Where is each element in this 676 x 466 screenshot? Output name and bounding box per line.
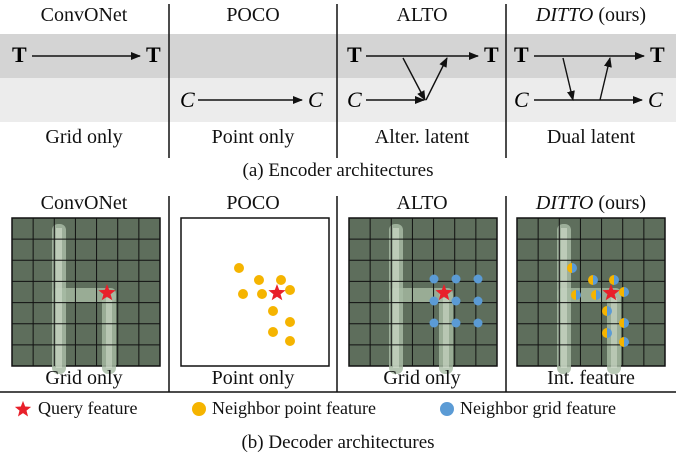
legend-point: Neighbor point feature	[192, 398, 376, 419]
encoder-header-convonet: ConvONet	[40, 4, 128, 26]
encoder-alto-t-left: T	[347, 42, 362, 67]
decoder-footer-poco: Point only	[211, 367, 295, 389]
interpolated-feature-dot	[602, 328, 607, 338]
decoder-footer-ditto: Int. feature	[547, 367, 635, 389]
decoder-caption: (b) Decoder architectures	[241, 432, 435, 453]
star-icon	[14, 400, 32, 416]
neighbor-point	[285, 336, 295, 346]
interpolated-feature-dot	[607, 328, 612, 338]
neighbor-point	[257, 289, 267, 299]
decoder-panel-poco	[180, 217, 330, 367]
query-star-icon	[435, 284, 453, 301]
neighbor-point	[234, 263, 244, 273]
neighbor-point	[285, 285, 295, 295]
interpolated-feature-dot	[614, 275, 619, 285]
ditto-interpolated-features	[567, 263, 629, 347]
encoder-alto-c-left: C	[347, 87, 362, 112]
encoder-footer-convonet: Grid only	[45, 126, 123, 148]
alto-neighbor-grid	[429, 274, 483, 328]
interpolated-feature-dot	[607, 306, 612, 316]
encoder-convonet-t-left: T	[12, 42, 27, 67]
neighbor-point	[268, 306, 278, 316]
decoder-header-ditto: DITTO (ours)	[535, 192, 647, 214]
encoder-ditto-arrow-up	[599, 57, 612, 101]
decoder-header-alto: ALTO	[396, 192, 448, 214]
interpolated-feature-dot	[593, 275, 598, 285]
encoder-alto-arrow-down	[402, 57, 426, 101]
encoder-alto-arrow-up	[425, 57, 448, 101]
interpolated-feature-dot	[571, 290, 576, 300]
encoder-ditto-c-left: C	[514, 87, 529, 112]
neighbor-point	[254, 275, 264, 285]
interpolated-feature-dot	[576, 290, 581, 300]
interpolated-feature-dot	[591, 290, 596, 300]
interpolated-feature-dot	[624, 318, 629, 328]
encoder-ditto-t-right: T	[650, 42, 665, 67]
encoder-convonet-t-right: T	[146, 42, 161, 67]
interpolated-feature-dot	[588, 275, 593, 285]
neighbor-point	[285, 317, 295, 327]
interpolated-feature-dot	[619, 287, 624, 297]
decoder-panel-alto	[348, 217, 498, 374]
encoder-alto-t-right: T	[484, 42, 499, 67]
encoder-poco-c-left: C	[180, 87, 195, 112]
interpolated-feature-dot	[567, 263, 572, 273]
decoder-diagram	[0, 196, 676, 393]
decoder-footer-convonet: Grid only	[45, 367, 123, 389]
interpolated-feature-dot	[619, 337, 624, 347]
encoder-ditto-arrow-down	[562, 57, 575, 101]
encoder-header-poco: POCO	[226, 4, 280, 26]
blue-dot-icon	[440, 401, 454, 416]
query-star-icon	[98, 284, 116, 301]
interpolated-feature-dot	[624, 287, 629, 297]
encoder-footer-poco: Point only	[211, 126, 295, 148]
legend-query: Query feature	[14, 398, 137, 419]
encoder-caption: (a) Encoder architectures	[242, 160, 434, 181]
interpolated-feature-dot	[624, 337, 629, 347]
decoder-panel-ditto	[516, 217, 666, 374]
query-star-icon	[602, 284, 620, 301]
interpolated-feature-dot	[572, 263, 577, 273]
poco-neighbor-points	[234, 263, 295, 346]
decoder-separators	[168, 196, 507, 392]
legend-grid: Neighbor grid feature	[440, 398, 616, 419]
neighbor-point	[238, 289, 248, 299]
encoder-poco-c-right: C	[308, 87, 323, 112]
encoder-ditto-t-left: T	[514, 42, 529, 67]
encoder-footer-ditto: Dual latent	[546, 126, 636, 148]
encoder-footer-alto: Alter. latent	[374, 126, 470, 148]
decoder-header-poco: POCO	[226, 192, 280, 214]
encoder-header-alto: ALTO	[396, 4, 448, 26]
neighbor-point	[276, 275, 286, 285]
interpolated-feature-dot	[596, 290, 601, 300]
interpolated-feature-dot	[609, 275, 614, 285]
interpolated-feature-dot	[619, 318, 624, 328]
decoder-footer-alto: Grid only	[383, 367, 461, 389]
encoder-header-ditto: DITTO (ours)	[535, 4, 647, 26]
decoder-header-convonet: ConvONet	[40, 192, 128, 214]
encoder-ditto-c-right: C	[648, 87, 663, 112]
neighbor-point	[268, 327, 278, 337]
interpolated-feature-dot	[602, 306, 607, 316]
query-star-icon	[268, 284, 286, 301]
yellow-dot-icon	[192, 401, 206, 416]
encoder-diagram: T T C C T T C T T C C	[0, 4, 676, 158]
decoder-panel-convonet	[11, 217, 161, 374]
